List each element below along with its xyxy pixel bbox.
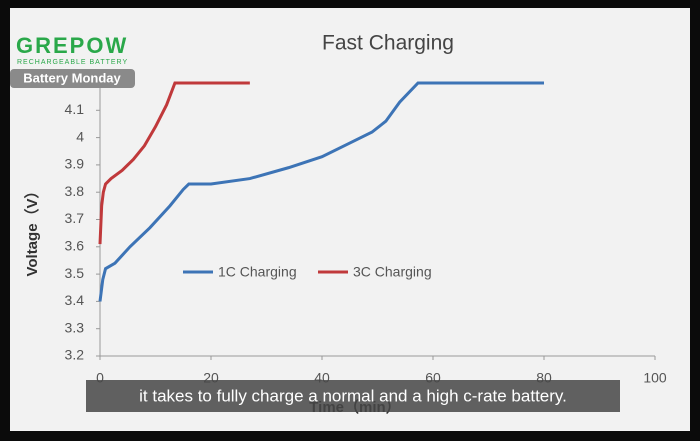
x-tick-label: 0 xyxy=(96,370,104,386)
chart-title: Fast Charging xyxy=(322,32,454,55)
subtitle: it takes to fully charge a normal and a … xyxy=(139,386,567,405)
x-tick-label: 100 xyxy=(643,370,667,386)
y-tick-label: 3.8 xyxy=(65,183,85,199)
y-tick-label: 3.9 xyxy=(65,156,85,172)
y-tick-label: 4.1 xyxy=(65,101,85,117)
y-tick-label: 3.4 xyxy=(65,292,85,308)
series-line xyxy=(98,81,250,245)
subtitle-box xyxy=(86,380,620,412)
badge-box xyxy=(10,69,135,88)
y-axis-label: Voltage（V） xyxy=(23,183,41,276)
plot: 3.23.33.43.53.63.73.83.944.14.2020406080… xyxy=(65,74,667,386)
badge: Battery Monday xyxy=(23,70,121,85)
series-line xyxy=(98,81,544,302)
y-tick-label: 4 xyxy=(76,128,84,144)
logo-brand: GREPOW xyxy=(16,33,128,58)
y-tick-label: 3.3 xyxy=(65,319,85,335)
y-tick-label: 3.5 xyxy=(65,265,85,281)
y-tick-label: 3.6 xyxy=(65,238,85,254)
y-tick-label: 3.2 xyxy=(65,347,85,363)
y-tick-label: 3.7 xyxy=(65,210,85,226)
logo-tagline: RECHARGEABLE BATTERY xyxy=(17,59,128,66)
legend-label: 1C Charging xyxy=(218,264,297,280)
legend-label: 3C Charging xyxy=(353,264,432,280)
